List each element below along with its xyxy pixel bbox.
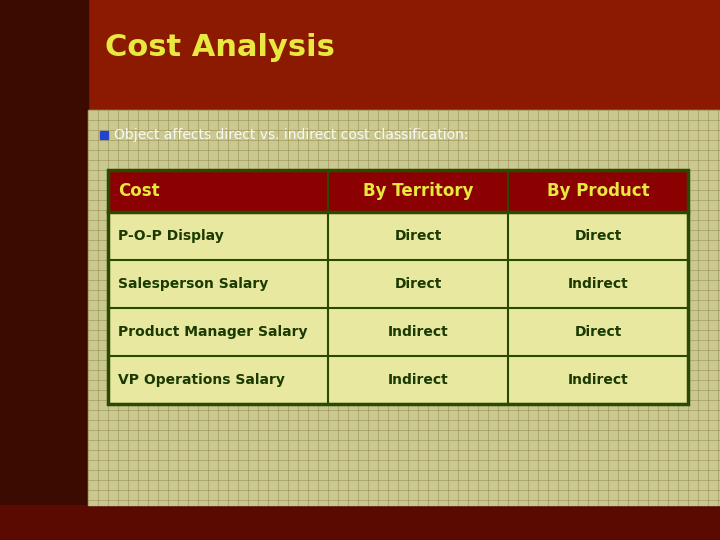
Text: Direct: Direct xyxy=(395,277,441,291)
Text: Direct: Direct xyxy=(395,229,441,243)
Bar xyxy=(108,170,688,404)
Text: VP Operations Salary: VP Operations Salary xyxy=(118,373,285,387)
Bar xyxy=(88,110,720,505)
Bar xyxy=(0,505,720,540)
Bar xyxy=(108,260,688,308)
Text: Indirect: Indirect xyxy=(387,325,449,339)
Text: By Product: By Product xyxy=(546,182,649,200)
Text: By Territory: By Territory xyxy=(363,182,473,200)
Text: Cost Analysis: Cost Analysis xyxy=(105,33,335,63)
Bar xyxy=(100,131,108,139)
Bar xyxy=(108,170,688,212)
Text: Direct: Direct xyxy=(575,325,621,339)
Text: Product Manager Salary: Product Manager Salary xyxy=(118,325,307,339)
Text: Indirect: Indirect xyxy=(567,373,629,387)
Text: Object affects direct vs. indirect cost classification:: Object affects direct vs. indirect cost … xyxy=(114,128,469,142)
Text: P-O-P Display: P-O-P Display xyxy=(118,229,224,243)
Text: Cost: Cost xyxy=(118,182,160,200)
Text: Indirect: Indirect xyxy=(567,277,629,291)
Bar xyxy=(108,212,688,260)
Bar xyxy=(108,356,688,404)
Bar xyxy=(0,0,88,540)
Text: Direct: Direct xyxy=(575,229,621,243)
Text: Salesperson Salary: Salesperson Salary xyxy=(118,277,269,291)
Text: Indirect: Indirect xyxy=(387,373,449,387)
Bar xyxy=(108,308,688,356)
